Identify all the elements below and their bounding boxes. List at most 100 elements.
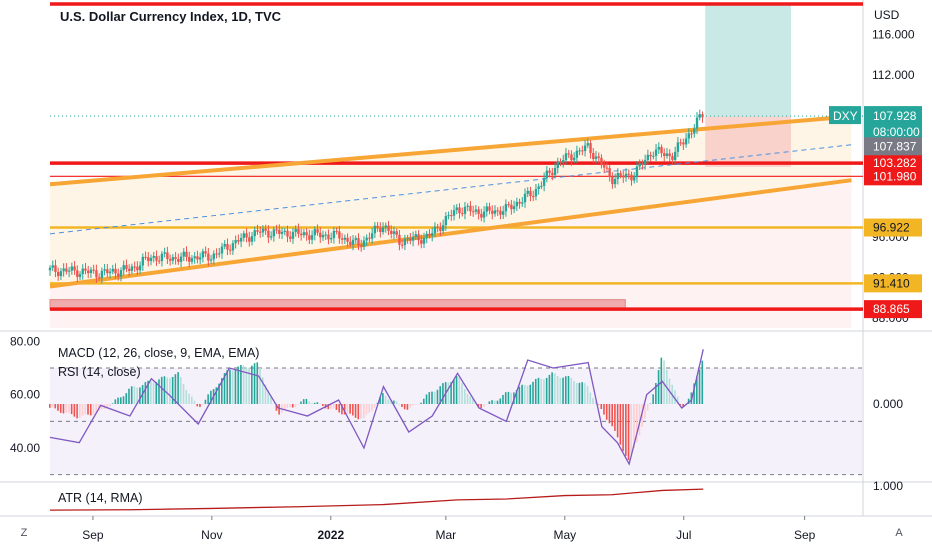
macd-bar — [73, 404, 76, 417]
macd-bar — [166, 377, 168, 404]
candle-body — [365, 237, 368, 241]
candle-body — [171, 257, 175, 261]
rsi-line — [49, 349, 704, 466]
candle-body — [463, 206, 467, 214]
macd-bar — [360, 404, 362, 419]
candle-body — [671, 156, 674, 161]
macd-bar — [313, 402, 316, 404]
macd-bar — [150, 381, 152, 404]
auto-scale-button[interactable]: A — [895, 527, 903, 539]
level-price-tag — [864, 218, 922, 237]
candle-body — [488, 206, 491, 211]
macd-bar — [496, 400, 499, 404]
macd-bar — [524, 384, 526, 404]
macd-bar — [627, 404, 630, 460]
candle-body — [272, 229, 276, 237]
macd-bar — [231, 370, 234, 404]
macd-bar — [483, 404, 485, 408]
macd-bar — [567, 376, 570, 404]
macd-bar — [655, 382, 657, 404]
macd-bar — [586, 386, 589, 404]
price-tick-label: 116.000 — [872, 27, 915, 41]
candle-body — [417, 234, 420, 241]
candle-body — [578, 150, 581, 152]
candle-body — [160, 253, 164, 261]
rsi-legend[interactable]: RSI (14, close) — [58, 365, 141, 379]
candle-body — [665, 153, 669, 156]
macd-bar — [65, 404, 67, 413]
macd-bar — [529, 384, 532, 404]
macd-bar — [193, 400, 196, 404]
macd-bar — [578, 382, 581, 404]
macd-bar — [406, 404, 409, 410]
macd-bar — [275, 404, 278, 411]
candle-body — [575, 150, 579, 158]
macd-bar — [409, 404, 411, 408]
macd-bar — [477, 404, 480, 408]
level-price-tag — [864, 167, 922, 186]
candle-body — [646, 154, 650, 161]
macd-bar — [693, 383, 695, 404]
macd-bar — [534, 378, 537, 404]
macd-bar — [264, 384, 267, 404]
macd-bar — [177, 372, 179, 404]
macd-bar — [646, 404, 649, 411]
candle-body — [501, 211, 505, 215]
candle-body — [286, 230, 289, 237]
channel-upper-line — [49, 114, 852, 187]
macd-bar — [663, 360, 665, 404]
macd-bar — [518, 386, 521, 404]
macd-bar — [562, 377, 564, 404]
macd-bar — [679, 404, 682, 405]
macd-bar — [152, 382, 155, 404]
candle-body — [447, 215, 450, 217]
time-tick-label: 2022 — [317, 528, 344, 542]
macd-bar — [79, 404, 81, 418]
candle-body — [450, 215, 453, 217]
macd-bar — [488, 401, 491, 404]
candle-body — [204, 251, 207, 254]
candle-body — [158, 260, 161, 262]
candle-body — [78, 274, 82, 277]
macd-bar — [581, 382, 583, 404]
macd-bar — [349, 404, 351, 414]
candle-body — [425, 233, 428, 238]
macd-bar — [210, 390, 212, 404]
candle-body — [127, 268, 131, 271]
candle-body — [564, 153, 568, 161]
level-price-tag — [864, 274, 922, 293]
zoom-button[interactable]: Z — [20, 527, 28, 539]
macd-bar — [502, 394, 504, 404]
candle-body — [327, 234, 330, 240]
macd-bar — [455, 375, 458, 404]
macd-bar — [499, 398, 502, 404]
atr-legend[interactable]: ATR (14, RMA) — [58, 491, 143, 505]
macd-bar — [431, 391, 433, 404]
macd-bar — [412, 404, 414, 406]
candle-body — [403, 238, 407, 246]
macd-bar — [341, 404, 343, 415]
macd-bar — [62, 404, 65, 414]
candle-body — [269, 236, 273, 238]
macd-bar — [674, 390, 676, 404]
candle-body — [469, 205, 472, 212]
candle-body — [562, 160, 565, 163]
candle-body — [338, 231, 341, 239]
macd-bar — [155, 381, 158, 404]
level-price-tag-text: 91.410 — [873, 276, 910, 290]
macd-bar — [343, 404, 346, 415]
candle-body — [512, 206, 516, 210]
price-tick-label: 112.000 — [872, 68, 915, 82]
macd-bar — [229, 369, 231, 404]
macd-bar — [657, 370, 660, 404]
macd-legend[interactable]: MACD (12, 26, close, 9, EMA, EMA) — [58, 346, 260, 360]
macd-bar — [352, 404, 354, 416]
macd-bar — [564, 376, 567, 404]
candle-body — [289, 236, 292, 239]
candle-body — [70, 266, 74, 271]
macd-bar — [556, 375, 559, 404]
candle-body — [493, 210, 497, 214]
candle-body — [633, 177, 636, 181]
candle-body — [48, 267, 52, 271]
